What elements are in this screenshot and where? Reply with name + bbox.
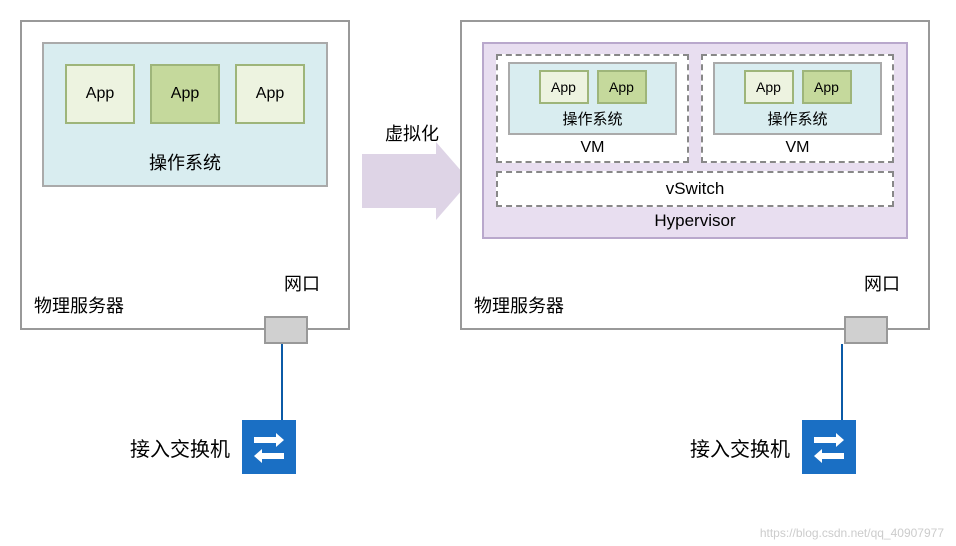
os-label: 操作系统: [59, 149, 311, 175]
server-label: 物理服务器: [474, 292, 564, 318]
switch-icon: [802, 420, 856, 474]
app-box: App: [597, 70, 647, 104]
switch-label: 接入交换机: [130, 433, 230, 462]
app-box: App: [744, 70, 794, 104]
right-access-switch: 接入交换机: [690, 420, 856, 474]
vm-os-box: App App 操作系统: [713, 62, 882, 135]
virtualization-arrow: 虚拟化: [362, 120, 462, 208]
vm-box: App App 操作系统 VM: [701, 54, 894, 163]
app-box: App: [235, 64, 305, 124]
port-label: 网口: [864, 270, 900, 296]
os-label: 操作系统: [721, 108, 874, 129]
watermark: https://blog.csdn.net/qq_40907977: [760, 526, 944, 540]
hypervisor-box: App App 操作系统 VM App App 操作系统: [482, 42, 908, 239]
port-label: 网口: [284, 270, 320, 296]
app-box: App: [150, 64, 220, 124]
os-label: 操作系统: [516, 108, 669, 129]
network-port-icon: [844, 316, 888, 344]
right-physical-server: App App 操作系统 VM App App 操作系统: [460, 20, 930, 330]
vm-box: App App 操作系统 VM: [496, 54, 689, 163]
vswitch-box: vSwitch: [496, 171, 894, 207]
vm-os-box: App App 操作系统: [508, 62, 677, 135]
vm-label: VM: [508, 139, 677, 157]
left-os-box: App App App 操作系统: [42, 42, 328, 187]
arrow-icon: [362, 154, 462, 208]
diagram-root: App App App 操作系统 物理服务器 网口 虚拟化 App: [20, 20, 936, 330]
left-access-switch: 接入交换机: [130, 420, 296, 474]
vm-label: VM: [713, 139, 882, 157]
left-physical-server: App App App 操作系统 物理服务器 网口: [20, 20, 350, 330]
hypervisor-label: Hypervisor: [496, 211, 894, 231]
switch-label: 接入交换机: [690, 433, 790, 462]
app-box: App: [539, 70, 589, 104]
app-box: App: [65, 64, 135, 124]
app-box: App: [802, 70, 852, 104]
switch-icon: [242, 420, 296, 474]
network-port-icon: [264, 316, 308, 344]
server-label: 物理服务器: [34, 292, 124, 318]
vm-row: App App 操作系统 VM App App 操作系统: [496, 54, 894, 163]
left-app-row: App App App: [59, 64, 311, 124]
